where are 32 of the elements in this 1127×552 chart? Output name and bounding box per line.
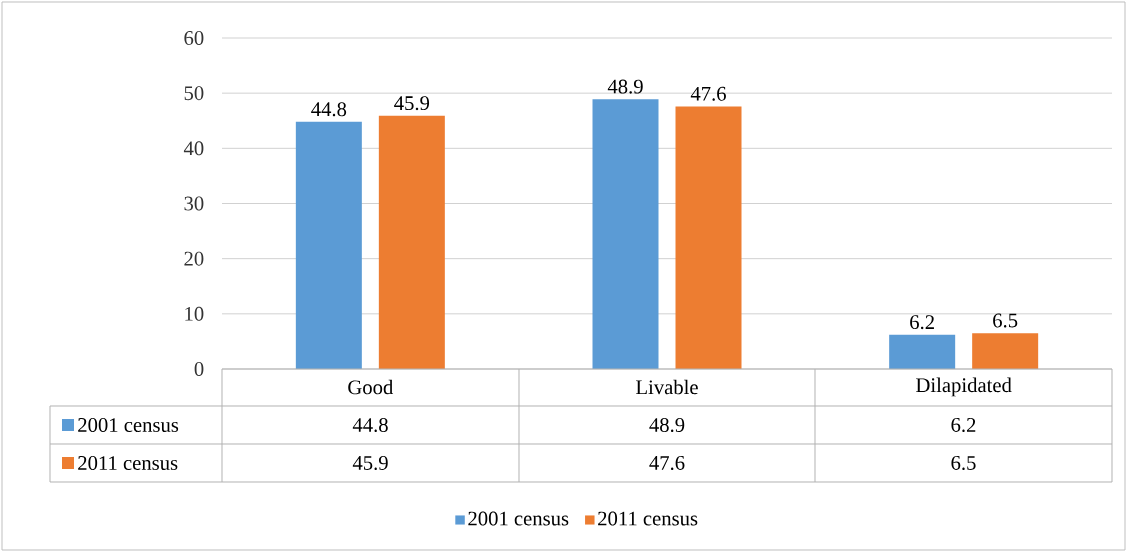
text: 6.5 — [993, 313, 1018, 328]
text: 48.9 — [607, 79, 643, 94]
y-tick-label: 60 — [184, 31, 204, 45]
bar — [972, 333, 1039, 369]
bar — [295, 121, 362, 369]
data-label: 6.5 — [951, 456, 976, 470]
y-tick-label: 10 — [185, 306, 204, 321]
data-label: 6.2 — [951, 418, 976, 432]
data-label: 44.8 — [352, 417, 388, 433]
y-tick-label: 40 — [183, 141, 204, 156]
data-label: 48.9 — [649, 417, 685, 433]
legend-label: 2011 census — [598, 511, 698, 526]
x-tick-label: Good — [348, 379, 394, 395]
y-tick-label: 30 — [184, 196, 204, 211]
bar — [675, 106, 742, 369]
bar — [378, 115, 445, 369]
y-tick-label: 50 — [184, 86, 204, 101]
data-label: 47.6 — [649, 456, 685, 470]
x-tick-label: Livable — [636, 379, 698, 395]
text: 44.8 — [311, 102, 347, 117]
y-tick-label: 0 — [194, 362, 204, 376]
text: 45.9 — [394, 96, 430, 111]
y-tick-label: 20 — [184, 251, 204, 266]
bar — [889, 334, 956, 369]
legend-label: 2001 census — [78, 418, 179, 432]
text: 6.2 — [910, 315, 934, 330]
text: 2011 census — [78, 456, 178, 470]
x-tick-label: Dilapidated — [916, 377, 1012, 397]
data-label: 45.9 — [352, 456, 388, 470]
text: 47.6 — [690, 86, 726, 101]
text: 2001 census — [468, 511, 569, 526]
bar — [592, 99, 659, 369]
